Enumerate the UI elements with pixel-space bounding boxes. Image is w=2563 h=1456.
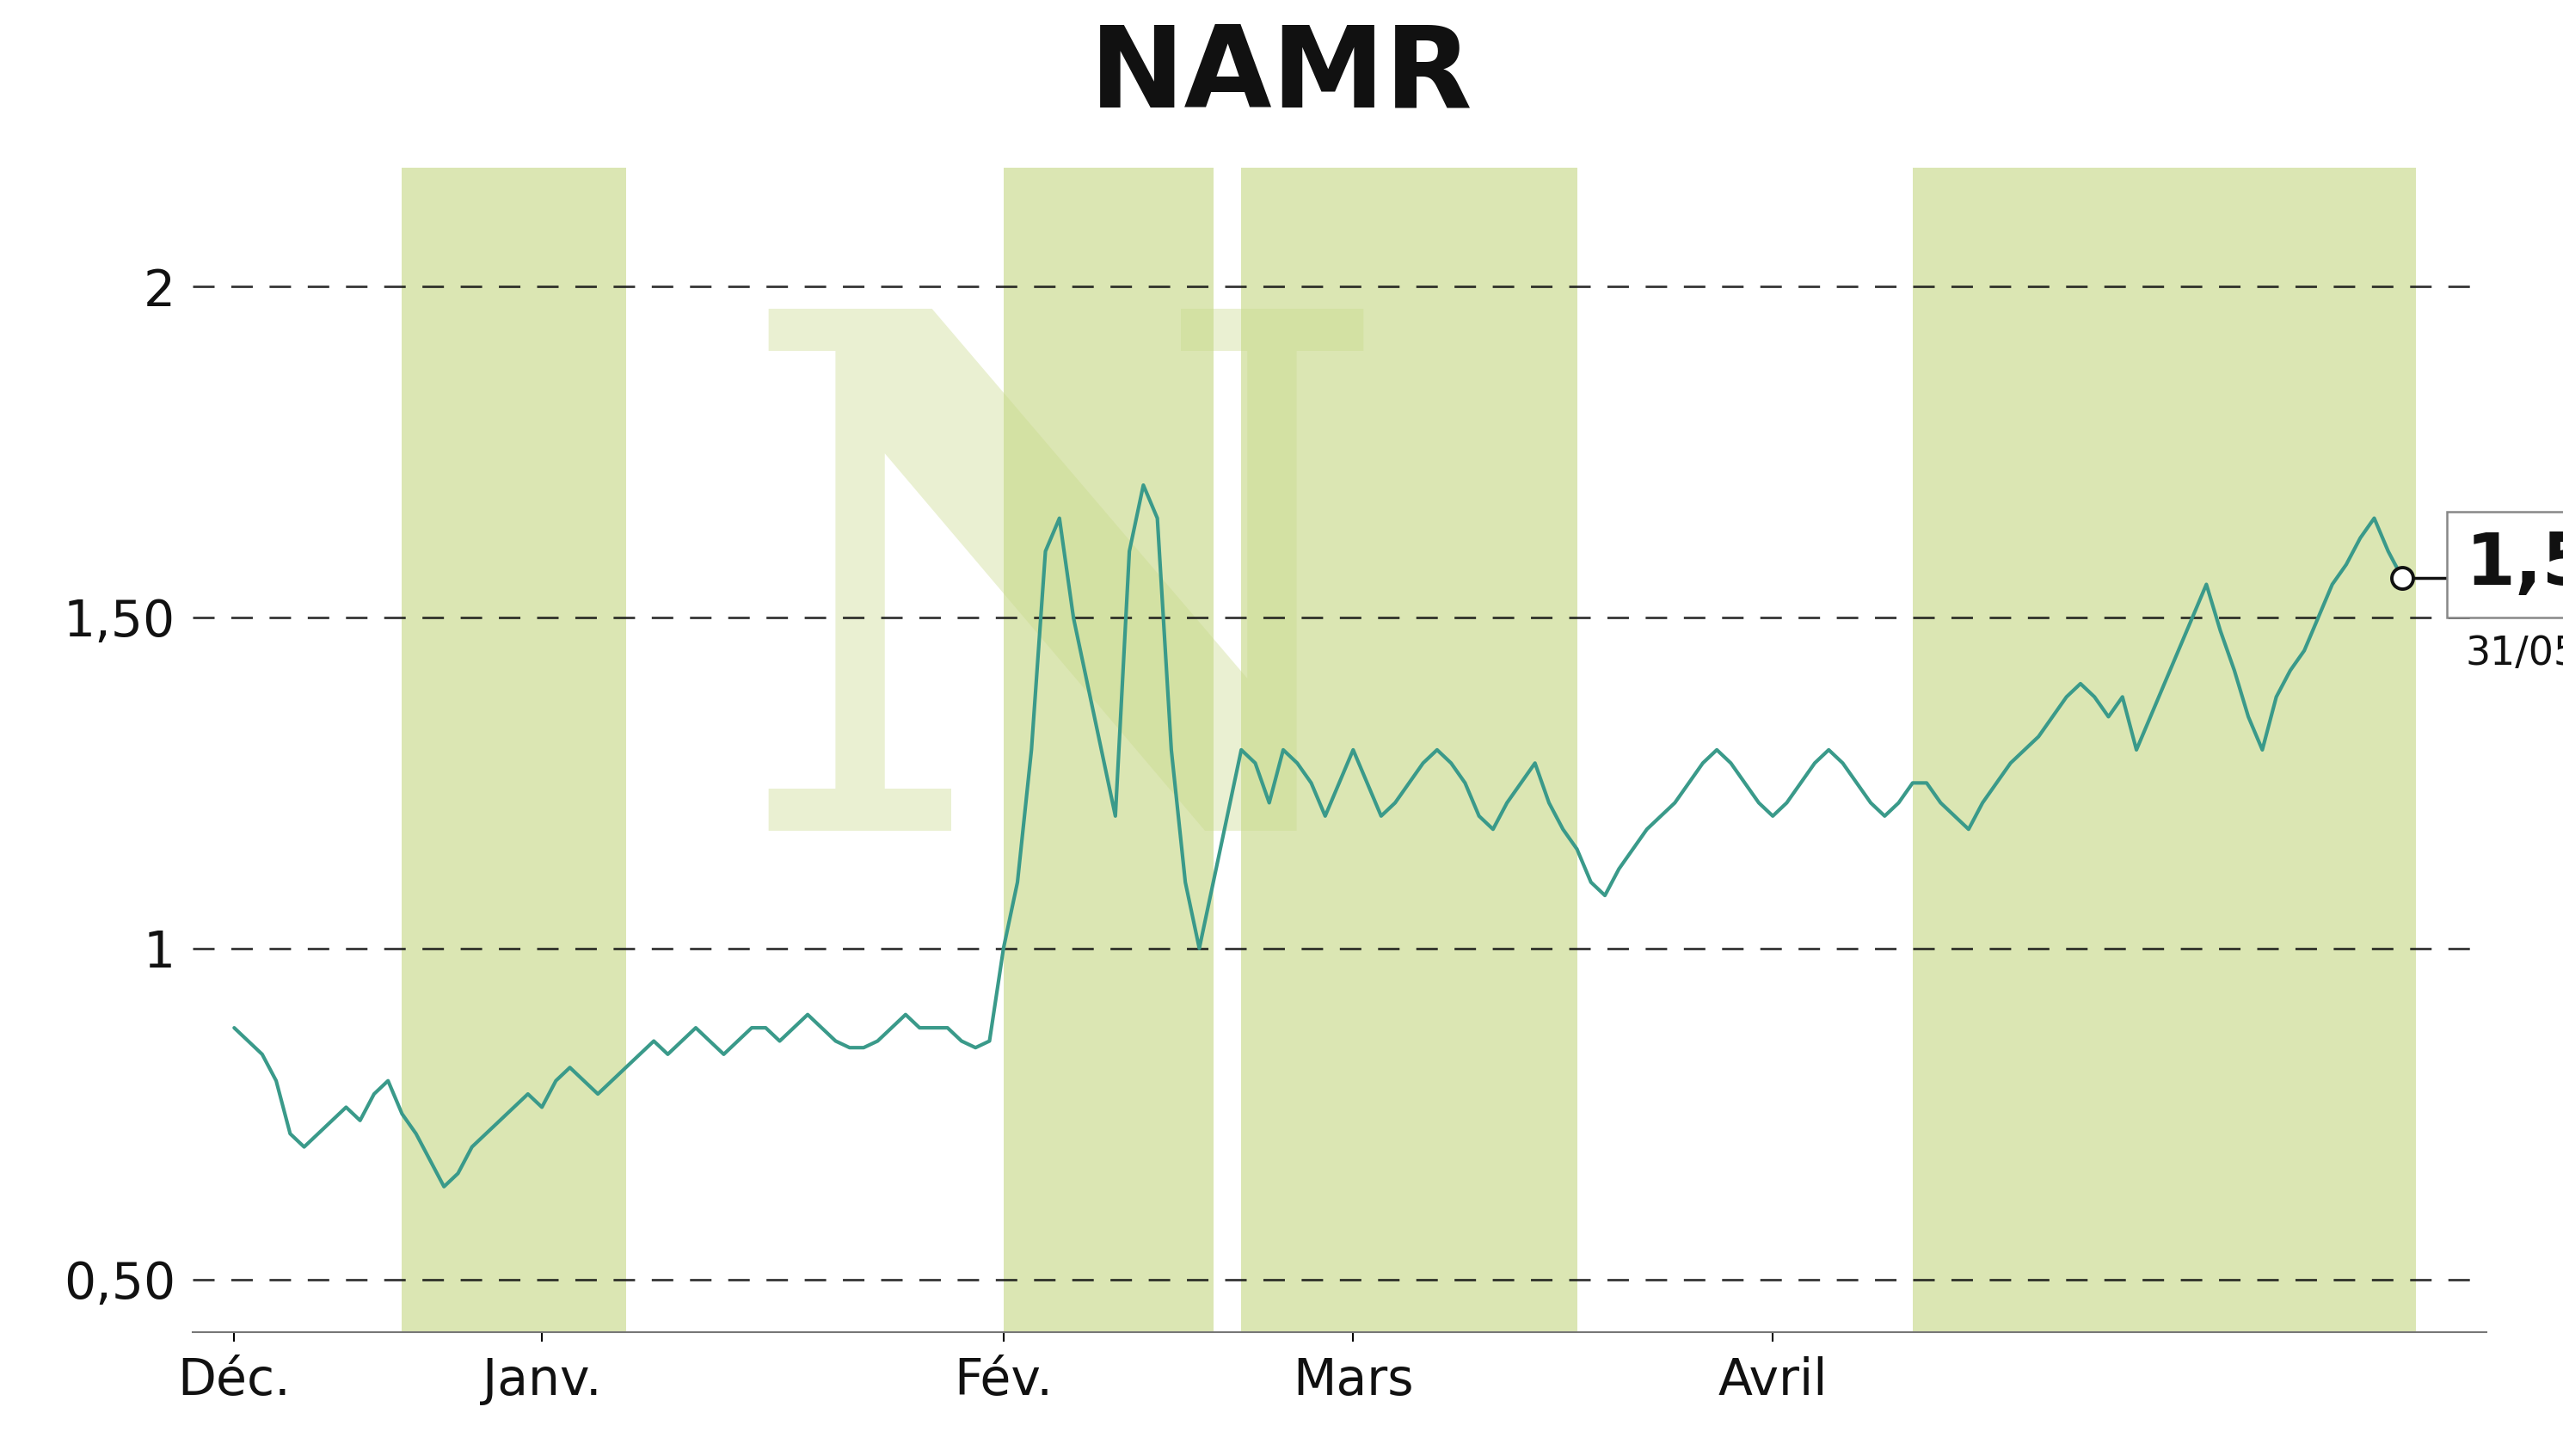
- Bar: [402, 167, 625, 1332]
- Text: NAMR: NAMR: [1089, 20, 1474, 131]
- Text: N: N: [736, 287, 1392, 980]
- Text: 1,56: 1,56: [2466, 530, 2563, 600]
- Bar: [1005, 167, 1212, 1332]
- Text: 31/05: 31/05: [2466, 635, 2563, 673]
- Bar: [1912, 167, 2417, 1332]
- Bar: [1240, 167, 1576, 1332]
